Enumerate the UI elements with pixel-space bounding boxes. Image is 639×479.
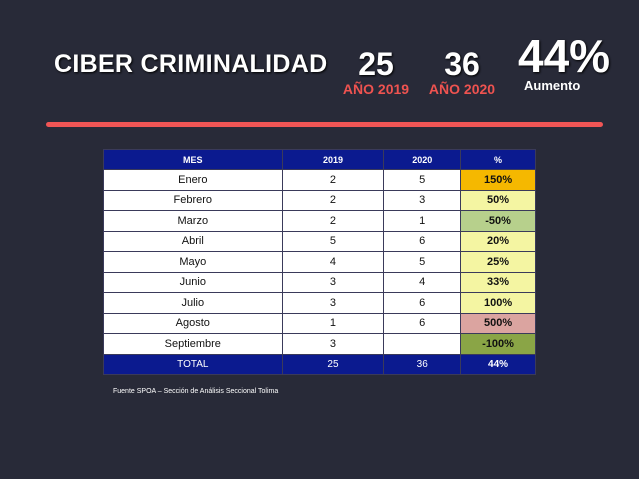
- cell-2020: [383, 333, 462, 355]
- total-label: TOTAL: [103, 353, 283, 375]
- table-row: Marzo 2 1 -50%: [103, 210, 536, 232]
- cell-2019: 3: [281, 292, 385, 314]
- cell-mes: Abril: [103, 230, 283, 252]
- cell-2020: 1: [383, 210, 462, 232]
- divider: [46, 122, 603, 127]
- cell-pct: 150%: [460, 169, 536, 191]
- cell-2020: 6: [383, 312, 462, 334]
- cell-mes: Junio: [103, 271, 283, 293]
- header-pct: %: [460, 149, 536, 170]
- table-row: Julio 3 6 100%: [103, 292, 536, 314]
- crime-table: MES 2019 2020 % Enero 2 5 150% Febrero 2…: [103, 149, 536, 375]
- cell-pct: 20%: [460, 230, 536, 252]
- cell-pct: 100%: [460, 292, 536, 314]
- table-header-row: MES 2019 2020 %: [103, 149, 536, 170]
- cell-pct: -100%: [460, 333, 536, 355]
- stat-2019-label: AÑO 2019: [342, 81, 410, 97]
- stat-increase-label: Aumento: [524, 78, 581, 93]
- cell-2019: 2: [281, 210, 385, 232]
- cell-pct: 33%: [460, 271, 536, 293]
- cell-2020: 5: [383, 251, 462, 273]
- table-row: Septiembre 3 -100%: [103, 333, 536, 355]
- total-pct: 44%: [460, 353, 536, 375]
- table-row: Abril 5 6 20%: [103, 230, 536, 252]
- cell-mes: Febrero: [103, 189, 283, 211]
- cell-pct: -50%: [460, 210, 536, 232]
- cell-mes: Julio: [103, 292, 283, 314]
- cell-pct: 50%: [460, 189, 536, 211]
- stat-2020-label: AÑO 2020: [428, 81, 496, 97]
- cell-2019: 2: [281, 189, 385, 211]
- stat-2020-value: 36: [444, 46, 480, 82]
- stat-2019: 25 AÑO 2019: [338, 47, 414, 97]
- stat-2020: 36 AÑO 2020: [424, 47, 500, 97]
- total-2020: 36: [383, 353, 462, 375]
- cell-pct: 500%: [460, 312, 536, 334]
- cell-mes: Septiembre: [103, 333, 283, 355]
- cell-mes: Marzo: [103, 210, 283, 232]
- total-2019: 25: [281, 353, 385, 375]
- cell-2020: 6: [383, 292, 462, 314]
- cell-2019: 1: [281, 312, 385, 334]
- header-2019: 2019: [281, 149, 385, 170]
- cell-2019: 2: [281, 169, 385, 191]
- cell-pct: 25%: [460, 251, 536, 273]
- cell-2019: 3: [281, 271, 385, 293]
- stat-increase: 44% Aumento: [518, 32, 610, 93]
- cell-2019: 4: [281, 251, 385, 273]
- table-row: Agosto 1 6 500%: [103, 312, 536, 334]
- cell-2019: 5: [281, 230, 385, 252]
- cell-2019: 3: [281, 333, 385, 355]
- header-mes: MES: [103, 149, 283, 170]
- cell-mes: Mayo: [103, 251, 283, 273]
- source-note: Fuente SPOA – Sección de Análisis Seccio…: [113, 388, 279, 395]
- table-row: Junio 3 4 33%: [103, 271, 536, 293]
- table-row: Febrero 2 3 50%: [103, 189, 536, 211]
- cell-2020: 6: [383, 230, 462, 252]
- cell-2020: 4: [383, 271, 462, 293]
- header-2020: 2020: [383, 149, 462, 170]
- cell-mes: Enero: [103, 169, 283, 191]
- table-row: Mayo 4 5 25%: [103, 251, 536, 273]
- table-total-row: TOTAL 25 36 44%: [103, 353, 536, 375]
- cell-2020: 5: [383, 169, 462, 191]
- stat-increase-value: 44%: [518, 30, 611, 82]
- cell-2020: 3: [383, 189, 462, 211]
- page-title: CIBER CRIMINALIDAD: [54, 50, 328, 78]
- cell-mes: Agosto: [103, 312, 283, 334]
- stat-2019-value: 25: [358, 46, 394, 82]
- table-row: Enero 2 5 150%: [103, 169, 536, 191]
